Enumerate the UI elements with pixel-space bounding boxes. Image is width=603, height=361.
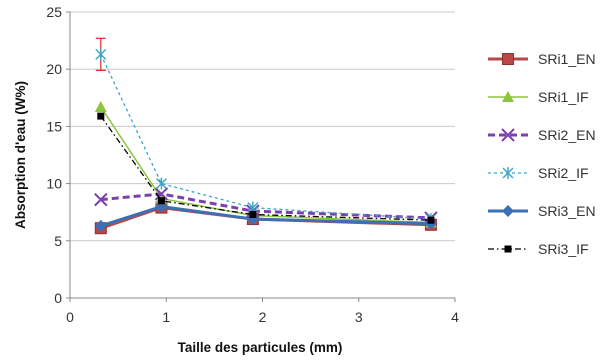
data-point: [94, 192, 108, 207]
legend-marker: [501, 128, 515, 142]
series-SRi1_IF: [94, 100, 437, 228]
legend-label: SRi1_IF: [538, 89, 589, 105]
x-tick-label: 1: [162, 309, 170, 325]
legend-entry: SRi3_IF: [488, 241, 589, 257]
legend-label: SRi1_EN: [538, 51, 596, 67]
data-point: [157, 197, 165, 205]
data-point: [94, 219, 107, 232]
y-tick-label: 10: [46, 176, 62, 192]
data-point: [97, 112, 105, 120]
x-tick-label: 0: [66, 309, 74, 325]
gridlines: [70, 11, 455, 242]
legend-entry: SRi1_IF: [488, 89, 589, 105]
x-axis-label: Taille des particules (mm): [178, 340, 343, 355]
y-tick-label: 0: [54, 290, 62, 306]
series-line: [100, 204, 431, 228]
data-point: [94, 100, 107, 112]
series-SRi3_IF: [97, 112, 435, 224]
x-tick-label: 4: [451, 309, 459, 325]
series-line: [100, 115, 431, 221]
x-tick-label: 2: [259, 309, 267, 325]
data-point: [249, 210, 257, 218]
legend: SRi1_EN SRi1_IF SRi2_EN SRi2_IF SRi3_EN SRi3_…: [488, 51, 596, 257]
data-point: [95, 48, 107, 61]
x-tick-label: 3: [355, 309, 363, 325]
data-point: [427, 216, 435, 224]
y-tick-labels: 0 5 10 15 20 25: [46, 4, 62, 306]
series-line: [100, 106, 431, 224]
legend-marker: [502, 205, 514, 217]
series-group: [94, 37, 438, 235]
y-tick-label: 25: [46, 4, 62, 20]
y-tick-label: 20: [46, 61, 62, 77]
y-axis-label: Absorption d'eau (W%): [13, 81, 28, 229]
series-SRi2_IF: [95, 37, 437, 226]
data-point: [154, 187, 169, 201]
legend-entry: SRi3_EN: [488, 203, 596, 219]
legend-entry: SRi2_EN: [488, 127, 596, 143]
legend-label: SRi3_IF: [538, 241, 589, 257]
legend-marker: [502, 91, 514, 102]
y-tick-label: 5: [54, 233, 62, 249]
series-line: [100, 54, 431, 220]
y-tick-label: 15: [46, 118, 62, 134]
legend-marker: [502, 167, 514, 179]
x-tick-labels: 0 1 2 3 4: [66, 309, 459, 325]
legend-entry: SRi1_EN: [488, 51, 596, 67]
legend-label: SRi3_EN: [538, 203, 596, 219]
legend-label: SRi2_IF: [538, 165, 589, 181]
legend-marker: [504, 245, 512, 253]
legend-marker: [502, 53, 514, 65]
data-point: [155, 177, 167, 190]
series-line: [100, 192, 431, 220]
axes: [66, 11, 456, 302]
legend-entry: SRi2_IF: [488, 165, 589, 181]
legend-label: SRi2_EN: [538, 127, 596, 143]
